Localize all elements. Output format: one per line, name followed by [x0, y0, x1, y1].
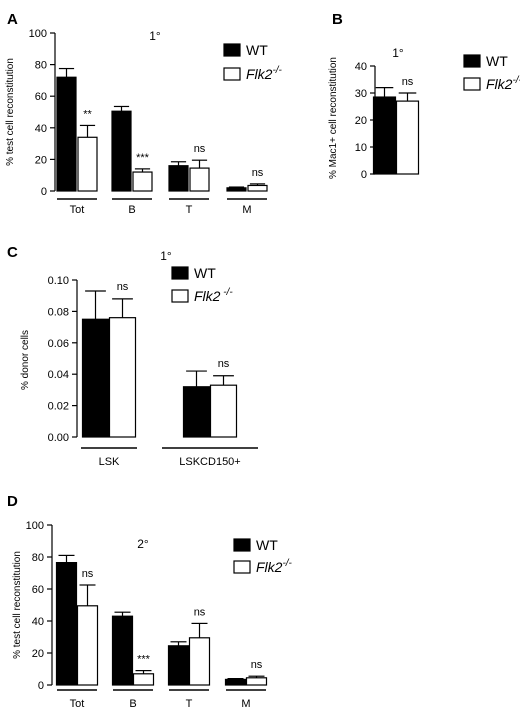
significance-label: ns	[194, 606, 206, 618]
y-axis-label: % donor cells	[20, 330, 31, 390]
legend-swatch-flk2	[463, 77, 481, 91]
y-tick-label: 0.06	[48, 338, 69, 350]
bar-wt	[182, 386, 211, 438]
significance-label: ns	[252, 167, 264, 179]
bar-wt	[226, 187, 247, 192]
significance-label: ns	[117, 281, 129, 293]
legend-swatch-flk2	[233, 560, 251, 574]
panel-d: D 2° 0 20 40 60 80 100 % test cell reconstitutio…	[7, 493, 293, 709]
panel-letter: D	[7, 493, 18, 510]
category-label: Tot	[70, 698, 85, 709]
y-tick-label: 100	[29, 28, 47, 40]
y-axis-label: % test cell reconstitution	[12, 551, 23, 659]
bar-wt	[81, 318, 110, 438]
significance-label: ***	[137, 654, 151, 666]
y-tick-label: 80	[32, 552, 44, 564]
chart-title: 2°	[137, 537, 149, 551]
y-tick-label: 0	[361, 169, 367, 181]
bar-flk2	[108, 317, 137, 438]
category-label: M	[241, 698, 250, 709]
bar-flk2	[77, 136, 98, 192]
y-tick-label: 20	[32, 648, 44, 660]
bar-flk2	[209, 384, 238, 438]
legend-label-wt: WT	[194, 265, 216, 281]
significance-label: **	[83, 108, 92, 120]
legend-swatch-wt	[463, 54, 481, 68]
panel-c: C 1° 0.00 0.02 0.04 0.06 0.08 0.10 % donor cells…	[7, 244, 258, 468]
bar-wt	[111, 110, 132, 192]
y-tick-label: 80	[35, 60, 47, 72]
legend-swatch-wt	[171, 266, 189, 280]
legend-label-wt: WT	[246, 42, 268, 58]
legend-label-flk2: Flk2-/-	[486, 75, 520, 92]
panel-b: B 1° 0 10 20 30 40 % Mac1+ cell reconstitution n…	[328, 11, 520, 181]
panel-letter: B	[332, 11, 343, 28]
y-axis-label: % test cell reconstitution	[5, 58, 16, 166]
legend-label-flk2: Flk2 -/-	[194, 287, 233, 304]
bar-wt	[168, 165, 189, 192]
y-tick-label: 20	[35, 154, 47, 166]
bar-flk2	[395, 100, 420, 175]
y-tick-label: 40	[355, 61, 367, 73]
legend-label-wt: WT	[486, 53, 508, 69]
category-label: B	[128, 204, 135, 216]
y-tick-label: 20	[355, 115, 367, 127]
legend-swatch-flk2	[223, 67, 241, 81]
bar-wt	[111, 615, 134, 686]
y-tick-label: 60	[35, 91, 47, 103]
y-tick-label: 0.10	[48, 275, 69, 287]
chart-title: 1°	[149, 29, 161, 43]
category-label: T	[186, 698, 193, 709]
significance-label: ns	[218, 358, 230, 370]
y-tick-label: 0.04	[48, 369, 69, 381]
significance-label: ns	[402, 76, 414, 88]
category-label: LSK	[99, 456, 120, 468]
category-label: LSKCD150+	[179, 456, 240, 468]
bar-wt	[56, 76, 77, 192]
legend-label-flk2: Flk2-/-	[256, 558, 293, 575]
legend-swatch-wt	[233, 538, 251, 552]
y-tick-label: 0	[41, 186, 47, 198]
bar-wt	[55, 561, 78, 686]
y-tick-label: 10	[355, 142, 367, 154]
category-label: Tot	[70, 204, 85, 216]
bar-wt	[372, 96, 397, 175]
panel-letter: A	[7, 11, 18, 28]
y-tick-label: 0.02	[48, 401, 69, 413]
bar-flk2	[188, 637, 211, 686]
legend-label-wt: WT	[256, 537, 278, 553]
legend-swatch-wt	[223, 43, 241, 57]
bar-flk2	[247, 184, 268, 192]
legend-label-flk2: Flk2-/-	[246, 65, 283, 82]
bar-wt	[224, 678, 247, 686]
category-label: B	[129, 698, 136, 709]
chart-title: 1°	[392, 46, 404, 60]
y-tick-label: 0.08	[48, 306, 69, 318]
panel-letter: C	[7, 244, 18, 261]
significance-label: ns	[194, 143, 206, 155]
y-tick-label: 100	[26, 520, 44, 532]
y-axis-label: % Mac1+ cell reconstitution	[328, 57, 339, 179]
bar-flk2	[132, 673, 155, 686]
bar-flk2	[189, 167, 210, 192]
bar-flk2	[132, 171, 153, 192]
significance-label: ns	[82, 568, 94, 580]
legend-swatch-flk2	[171, 289, 189, 303]
y-tick-label: 30	[355, 88, 367, 100]
y-tick-label: 60	[32, 584, 44, 596]
significance-label: ns	[251, 659, 263, 671]
y-tick-label: 0.00	[48, 432, 69, 444]
chart-title: 1°	[160, 249, 172, 263]
y-tick-label: 40	[32, 616, 44, 628]
bar-flk2	[245, 677, 268, 686]
y-tick-label: 40	[35, 123, 47, 135]
category-label: M	[242, 204, 251, 216]
significance-label: ***	[136, 152, 150, 164]
bar-flk2	[76, 605, 99, 686]
panel-a: A 1° 0 20 40 60 80 100 % test cell reconstitutio…	[5, 11, 283, 216]
y-tick-label: 0	[38, 680, 44, 692]
category-label: T	[186, 204, 193, 216]
bar-wt	[167, 645, 190, 686]
